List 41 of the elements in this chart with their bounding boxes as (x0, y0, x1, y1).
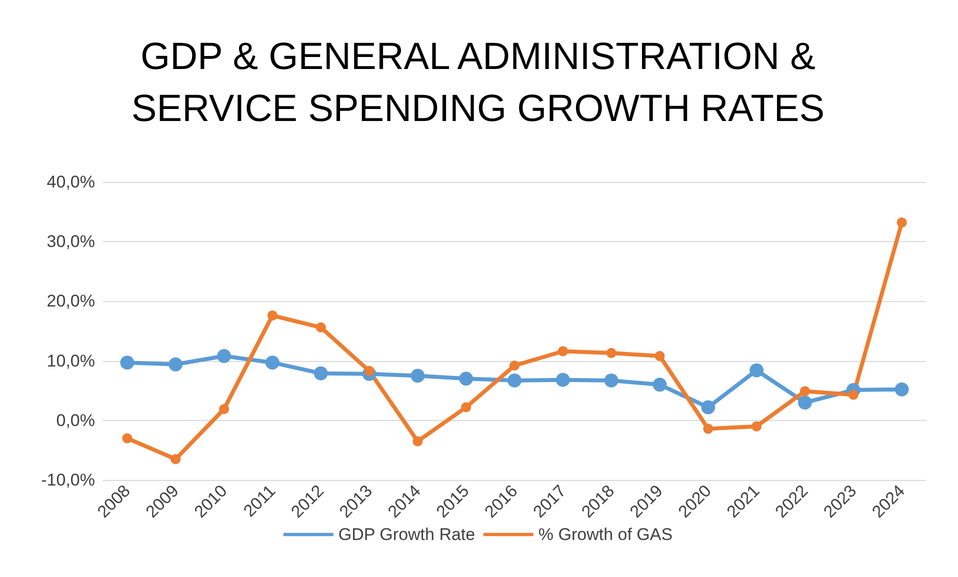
point (219, 404, 230, 414)
y-tick-label: 10,0% (46, 351, 95, 370)
point (364, 366, 374, 376)
point (508, 373, 522, 388)
point (652, 378, 667, 392)
point (703, 424, 714, 434)
point (894, 382, 909, 396)
point (267, 310, 278, 320)
point (168, 357, 183, 372)
point (798, 396, 812, 410)
point (510, 360, 520, 371)
point (170, 454, 181, 464)
point (120, 356, 134, 370)
point (410, 368, 425, 383)
point (848, 390, 858, 400)
point (701, 400, 716, 414)
point (800, 386, 810, 396)
point (558, 346, 568, 356)
point (896, 218, 907, 228)
point (556, 372, 570, 387)
y-tick-label: -10,0% (41, 470, 95, 490)
legend-label: GDP Growth Rate (338, 525, 476, 544)
point (265, 356, 280, 370)
y-tick-label: 20,0% (46, 292, 95, 311)
y-tick-label: 0,0% (56, 410, 95, 430)
chart-title: GDP & GENERAL ADMINISTRATION & SERVICE SPENDING GROWTH RATES (131, 36, 825, 130)
point (314, 366, 328, 380)
y-tick-label: 30,0% (46, 232, 95, 252)
point (122, 433, 132, 444)
point (412, 436, 423, 446)
point (654, 351, 665, 362)
point (459, 372, 474, 386)
point (606, 348, 616, 358)
point (461, 402, 472, 412)
point (604, 373, 618, 388)
point (217, 349, 232, 364)
point (752, 421, 762, 432)
point (316, 322, 326, 332)
y-tick-label: 40,0% (46, 172, 95, 192)
point (750, 363, 764, 378)
legend-label: % Growth of GAS (538, 525, 673, 544)
